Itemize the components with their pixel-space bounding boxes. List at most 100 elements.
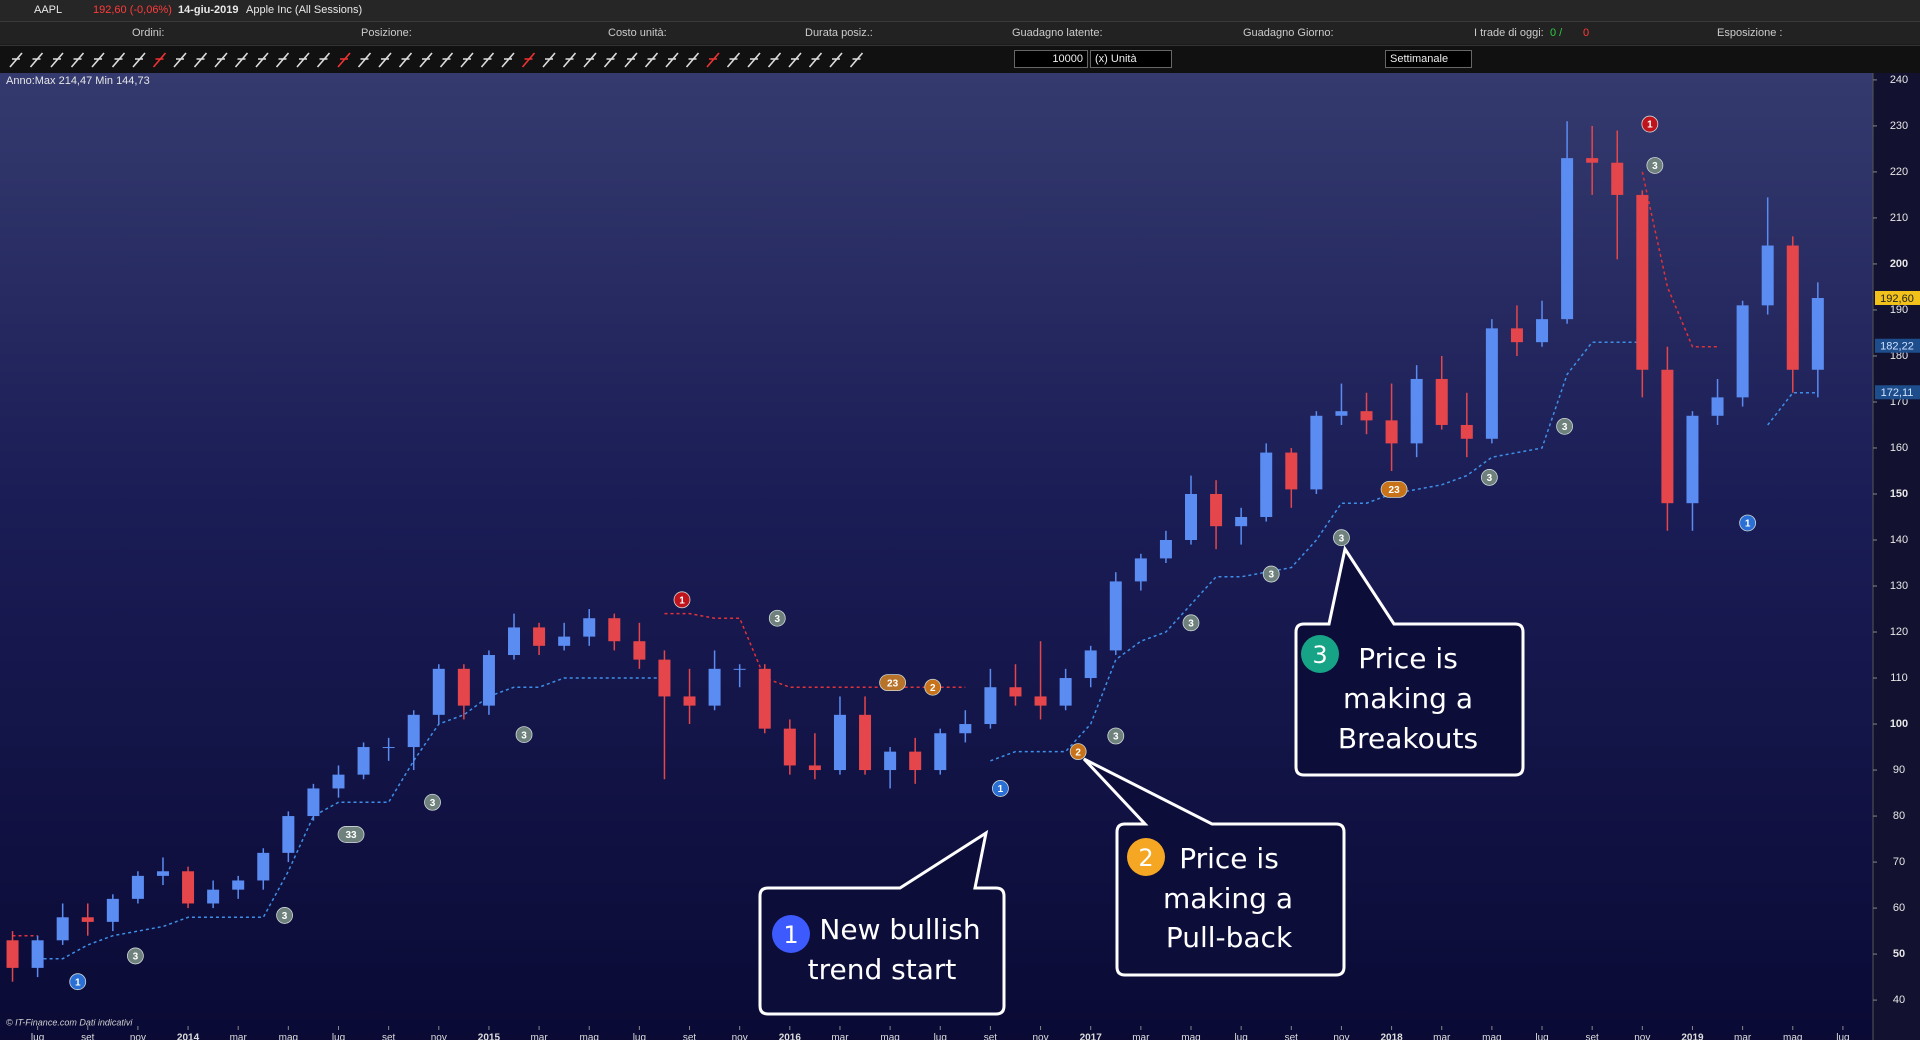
top-bar: AAPL 192,60 (-0,06%) 14-giu-2019 Apple I… — [0, 0, 1920, 74]
candle-body — [833, 714, 846, 771]
tool-icon — [706, 52, 720, 68]
candle-body — [558, 636, 571, 646]
tool-icon — [111, 52, 126, 68]
callout — [1294, 545, 1525, 777]
tool-icon — [91, 52, 105, 68]
y-tick-label: 90 — [1893, 764, 1905, 776]
toolbar: 10000 (x) Unità Settimanale — [0, 45, 1920, 74]
tool-icon — [542, 52, 556, 68]
price-change: 192,60 (-0,06%) — [93, 4, 172, 16]
tool-icon — [788, 52, 802, 68]
price-label: 172,11 — [1881, 387, 1914, 399]
x-tick-label: 2018 — [1380, 1033, 1403, 1040]
period-select[interactable]: Settimanale — [1385, 50, 1472, 68]
callout-badge-label: 2 — [1138, 844, 1153, 872]
x-tick-label: nov — [1634, 1033, 1650, 1040]
candle-body — [1611, 162, 1624, 195]
field-label: Guadagno Giorno: — [1243, 27, 1334, 39]
candle-body — [407, 714, 420, 748]
tool-icon — [439, 52, 454, 68]
callout-text: Price is — [1358, 642, 1458, 675]
callout-text: trend start — [808, 953, 957, 986]
tool-icon — [70, 52, 85, 68]
unit-select[interactable]: (x) Unità — [1090, 50, 1172, 68]
candle-body — [1134, 558, 1147, 582]
price-label: 192,60 — [1880, 293, 1914, 305]
candle-body — [282, 816, 295, 853]
candle-body — [984, 687, 997, 725]
candle-body — [56, 917, 69, 941]
callout-text: Breakouts — [1338, 722, 1478, 755]
tool-icon — [234, 52, 249, 68]
x-tick-label: mag — [279, 1033, 298, 1040]
x-tick-label: mar — [831, 1033, 849, 1040]
tool-icon — [9, 52, 23, 68]
symbol[interactable]: AAPL — [34, 4, 63, 16]
candle-body — [1811, 297, 1824, 370]
candle-body — [182, 871, 195, 904]
candle-body — [1310, 415, 1323, 490]
signal-marker — [126, 947, 144, 965]
field-label: Posizione: — [361, 27, 412, 39]
callout — [758, 829, 1006, 1016]
quantity-input[interactable]: 10000 — [1014, 50, 1088, 68]
x-tick-label: lug — [31, 1033, 44, 1040]
candle-body — [1736, 305, 1749, 398]
tool-icon — [624, 52, 638, 68]
signal-marker — [992, 780, 1009, 797]
callout-badge — [772, 915, 810, 953]
y-tick-label: 200 — [1890, 258, 1908, 270]
x-tick-label: mar — [1132, 1033, 1150, 1040]
trades-ko: 0 — [1583, 27, 1590, 39]
trades-ok: 0 / — [1550, 27, 1563, 39]
x-tick-label: 2019 — [1681, 1033, 1704, 1040]
x-tick-label: lug — [1234, 1033, 1247, 1040]
signal-label: 23 — [1389, 485, 1401, 496]
candle-body — [1285, 452, 1298, 490]
y-tick-label: 130 — [1890, 580, 1908, 592]
x-tick-label: lug — [332, 1033, 345, 1040]
signal-label: 3 — [1487, 473, 1493, 484]
candle-body — [533, 627, 546, 646]
x-tick-label: set — [1586, 1033, 1600, 1040]
x-tick-label: mag — [1482, 1033, 1501, 1040]
tool-icon — [357, 52, 372, 68]
callout-badge — [1301, 635, 1339, 673]
callout-badge-label: 1 — [783, 921, 798, 949]
trailing-stop — [37, 677, 665, 960]
signal-marker — [337, 826, 365, 843]
x-tick-label: set — [1285, 1033, 1299, 1040]
signal-marker — [1480, 469, 1498, 486]
tool-icon — [337, 52, 351, 68]
callout-text: Pull-back — [1166, 921, 1293, 954]
candle-body — [207, 889, 220, 904]
candle-body — [1711, 397, 1724, 416]
candle-body — [6, 940, 19, 968]
candle-body — [131, 875, 144, 899]
y-tick-label: 150 — [1890, 488, 1908, 500]
candle-body — [1686, 415, 1699, 504]
signal-label: 3 — [1562, 422, 1568, 433]
signal-label: 1 — [75, 977, 81, 988]
signal-label: 1 — [1745, 519, 1751, 530]
x-tick-label: mar — [230, 1033, 248, 1040]
signal-marker — [1641, 115, 1659, 133]
signal-marker — [1739, 514, 1757, 532]
signal-marker — [424, 793, 441, 811]
candle-body — [1009, 687, 1022, 697]
candle-body — [156, 871, 169, 876]
y-tick-label: 80 — [1893, 810, 1905, 822]
candle-body — [959, 724, 972, 734]
y-tick-label: 220 — [1890, 166, 1908, 178]
field-label: Costo unità: — [608, 27, 667, 39]
signal-label: 3 — [1113, 732, 1119, 743]
tool-icons — [9, 52, 864, 68]
tool-icon — [50, 52, 64, 68]
info-row: Ordini: Posizione: Costo unità: Durata p… — [0, 22, 1920, 44]
tool-icon — [173, 52, 187, 68]
x-tick-label: mag — [1783, 1033, 1802, 1040]
candle-body — [1536, 319, 1549, 343]
x-tick-label: nov — [1032, 1033, 1048, 1040]
x-tick-label: nov — [130, 1033, 146, 1040]
tool-icon — [767, 52, 782, 68]
